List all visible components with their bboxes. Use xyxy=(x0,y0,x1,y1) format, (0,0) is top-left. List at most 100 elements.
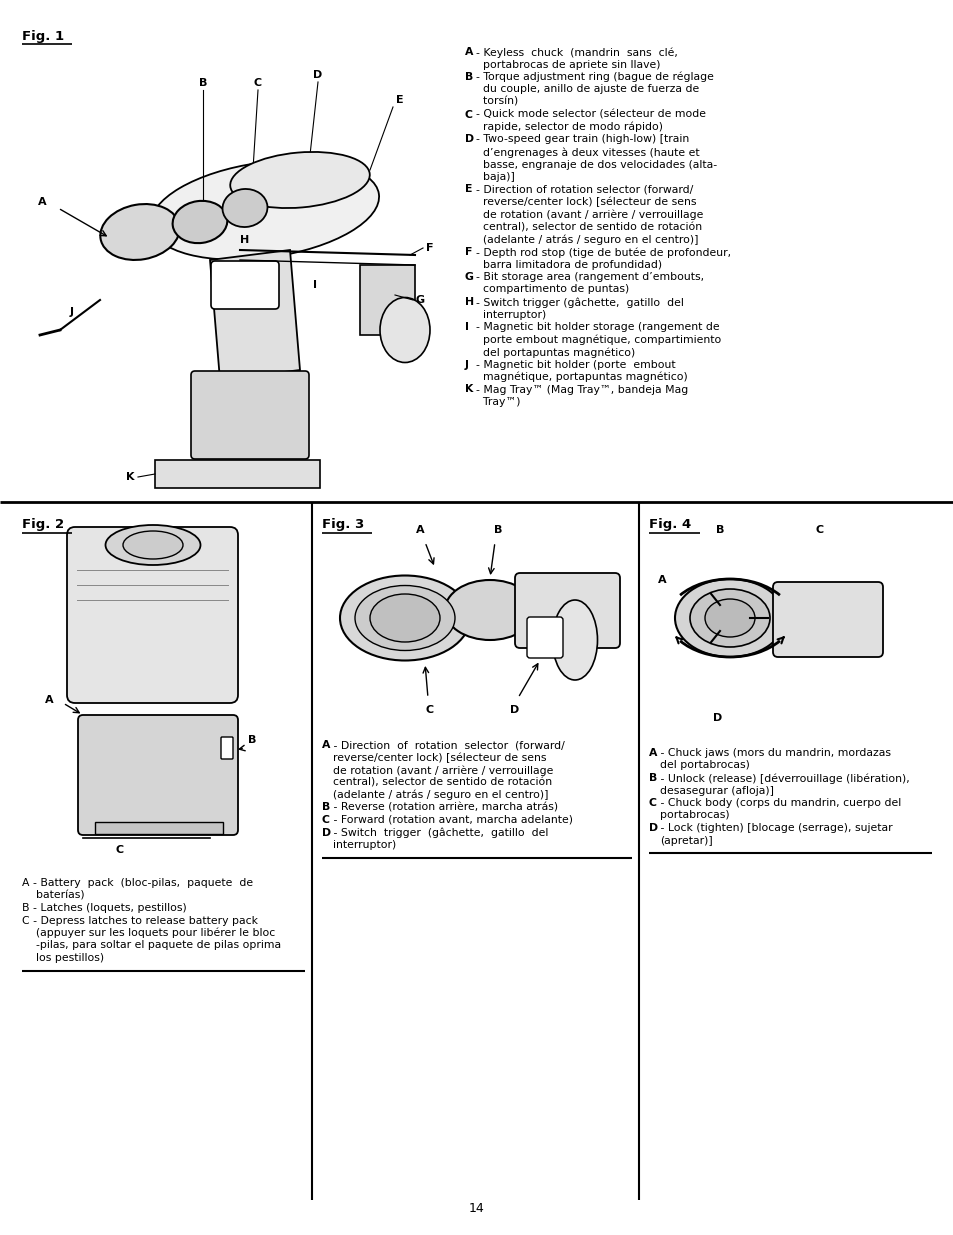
Text: B: B xyxy=(322,803,330,813)
Text: 14: 14 xyxy=(469,1202,484,1215)
Text: reverse/center lock) [sélecteur de sens: reverse/center lock) [sélecteur de sens xyxy=(476,198,696,207)
Text: - Mag Tray™ (Mag Tray™, bandeja Mag: - Mag Tray™ (Mag Tray™, bandeja Mag xyxy=(476,384,687,394)
Ellipse shape xyxy=(106,525,200,564)
Text: portabrocas de apriete sin llave): portabrocas de apriete sin llave) xyxy=(476,59,659,69)
Text: central), selector de sentido de rotación: central), selector de sentido de rotació… xyxy=(476,222,701,232)
Text: desasegurar (afloja)]: desasegurar (afloja)] xyxy=(659,785,773,795)
Text: B: B xyxy=(464,72,473,82)
Text: - Direction  of  rotation  selector  (forward/: - Direction of rotation selector (forwar… xyxy=(330,740,564,750)
Text: interruptor): interruptor) xyxy=(333,840,395,850)
Text: Tray™): Tray™) xyxy=(476,396,520,408)
FancyBboxPatch shape xyxy=(211,261,278,309)
Text: - Torque adjustment ring (bague de réglage: - Torque adjustment ring (bague de régla… xyxy=(476,72,713,83)
Text: E: E xyxy=(395,95,403,105)
Text: C: C xyxy=(253,78,262,88)
Ellipse shape xyxy=(339,576,470,661)
FancyBboxPatch shape xyxy=(515,573,619,648)
Text: J: J xyxy=(464,359,469,369)
Ellipse shape xyxy=(151,161,378,259)
Text: A: A xyxy=(648,748,657,758)
Ellipse shape xyxy=(370,594,439,642)
Ellipse shape xyxy=(222,189,267,227)
FancyBboxPatch shape xyxy=(78,715,237,835)
Text: - Switch  trigger  (gâchette,  gatillo  del: - Switch trigger (gâchette, gatillo del xyxy=(330,827,548,839)
Text: (adelante / atrás / seguro en el centro)]: (adelante / atrás / seguro en el centro)… xyxy=(476,235,698,245)
Text: compartimento de puntas): compartimento de puntas) xyxy=(476,284,629,294)
Text: - Keyless  chuck  (mandrin  sans  clé,: - Keyless chuck (mandrin sans clé, xyxy=(476,47,678,58)
Text: F: F xyxy=(464,247,472,257)
Ellipse shape xyxy=(123,531,183,559)
Text: (appuyer sur les loquets pour libérer le bloc: (appuyer sur les loquets pour libérer le… xyxy=(22,927,275,939)
Text: los pestillos): los pestillos) xyxy=(22,953,104,963)
FancyBboxPatch shape xyxy=(526,618,562,658)
Text: porte embout magnétique, compartimiento: porte embout magnétique, compartimiento xyxy=(476,335,720,345)
Bar xyxy=(154,459,319,488)
Text: C: C xyxy=(116,845,124,855)
Text: C: C xyxy=(322,815,330,825)
Ellipse shape xyxy=(704,599,754,637)
Text: C: C xyxy=(464,110,473,120)
Text: B: B xyxy=(494,525,501,535)
Text: D: D xyxy=(322,827,331,837)
Text: K: K xyxy=(126,472,134,482)
Text: - Lock (tighten) [blocage (serrage), sujetar: - Lock (tighten) [blocage (serrage), suj… xyxy=(657,823,892,832)
Ellipse shape xyxy=(444,580,535,640)
Text: portabrocas): portabrocas) xyxy=(659,810,729,820)
Text: - Unlock (release) [déverrouillage (libération),: - Unlock (release) [déverrouillage (libé… xyxy=(657,773,909,783)
Text: A - Battery  pack  (bloc-pilas,  paquete  de: A - Battery pack (bloc-pilas, paquete de xyxy=(22,878,253,888)
Text: magnétique, portapuntas magnético): magnétique, portapuntas magnético) xyxy=(476,372,687,383)
Text: de rotation (avant / arrière / verrouillage: de rotation (avant / arrière / verrouill… xyxy=(476,210,702,220)
Text: du couple, anillo de ajuste de fuerza de: du couple, anillo de ajuste de fuerza de xyxy=(476,84,699,95)
Text: del portabrocas): del portabrocas) xyxy=(659,761,749,771)
Text: A: A xyxy=(657,576,665,585)
Text: Fig. 3: Fig. 3 xyxy=(322,517,364,531)
Text: C: C xyxy=(425,705,434,715)
Text: C: C xyxy=(815,525,823,535)
Text: interruptor): interruptor) xyxy=(476,310,546,320)
Text: (adelante / atrás / seguro en el centro)]: (adelante / atrás / seguro en el centro)… xyxy=(333,790,548,800)
Text: Fig. 4: Fig. 4 xyxy=(648,517,691,531)
Text: J: J xyxy=(70,308,74,317)
Ellipse shape xyxy=(355,585,455,651)
Text: C - Depress latches to release battery pack: C - Depress latches to release battery p… xyxy=(22,915,257,925)
Text: - Magnetic bit holder (porte  embout: - Magnetic bit holder (porte embout xyxy=(476,359,675,369)
Text: - Forward (rotation avant, marcha adelante): - Forward (rotation avant, marcha adelan… xyxy=(330,815,573,825)
Text: B: B xyxy=(715,525,723,535)
Ellipse shape xyxy=(379,298,430,363)
Text: baja)]: baja)] xyxy=(476,172,515,182)
Text: A: A xyxy=(416,525,424,535)
Text: -pilas, para soltar el paquete de pilas oprima: -pilas, para soltar el paquete de pilas … xyxy=(22,941,281,951)
FancyBboxPatch shape xyxy=(191,370,309,459)
Text: barra limitadora de profundidad): barra limitadora de profundidad) xyxy=(476,259,661,269)
Text: - Chuck jaws (mors du mandrin, mordazas: - Chuck jaws (mors du mandrin, mordazas xyxy=(657,748,890,758)
Text: D: D xyxy=(464,135,474,144)
Text: E: E xyxy=(464,184,472,194)
Text: A: A xyxy=(38,198,47,207)
Text: del portapuntas magnético): del portapuntas magnético) xyxy=(476,347,635,357)
Text: - Magnetic bit holder storage (rangement de: - Magnetic bit holder storage (rangement… xyxy=(476,322,719,332)
Text: torsín): torsín) xyxy=(476,98,517,107)
Text: - Chuck body (corps du mandrin, cuerpo del: - Chuck body (corps du mandrin, cuerpo d… xyxy=(657,798,901,808)
Text: reverse/center lock) [sélecteur de sens: reverse/center lock) [sélecteur de sens xyxy=(333,752,546,763)
Text: I: I xyxy=(313,280,316,290)
Ellipse shape xyxy=(689,589,769,647)
Ellipse shape xyxy=(172,201,227,243)
Text: - Reverse (rotation arrière, marcha atrás): - Reverse (rotation arrière, marcha atrá… xyxy=(330,803,558,813)
Text: K: K xyxy=(464,384,473,394)
Bar xyxy=(359,266,415,335)
Text: C: C xyxy=(648,798,657,808)
Text: G: G xyxy=(415,295,424,305)
Text: - Two-speed gear train (high-low) [train: - Two-speed gear train (high-low) [train xyxy=(476,135,688,144)
Text: - Quick mode selector (sélecteur de mode: - Quick mode selector (sélecteur de mode xyxy=(476,110,705,120)
Text: H: H xyxy=(240,235,250,245)
Text: A: A xyxy=(45,695,53,705)
Text: D: D xyxy=(313,70,322,80)
Text: B - Latches (loquets, pestillos): B - Latches (loquets, pestillos) xyxy=(22,903,187,913)
Text: rapide, selector de modo rápido): rapide, selector de modo rápido) xyxy=(476,122,662,132)
Text: - Depth rod stop (tige de butée de profondeur,: - Depth rod stop (tige de butée de profo… xyxy=(476,247,730,258)
Text: D: D xyxy=(648,823,658,832)
Text: A: A xyxy=(464,47,473,57)
FancyBboxPatch shape xyxy=(221,737,233,760)
Text: Fig. 1: Fig. 1 xyxy=(22,30,64,43)
Text: - Switch trigger (gâchette,  gatillo  del: - Switch trigger (gâchette, gatillo del xyxy=(476,296,683,308)
